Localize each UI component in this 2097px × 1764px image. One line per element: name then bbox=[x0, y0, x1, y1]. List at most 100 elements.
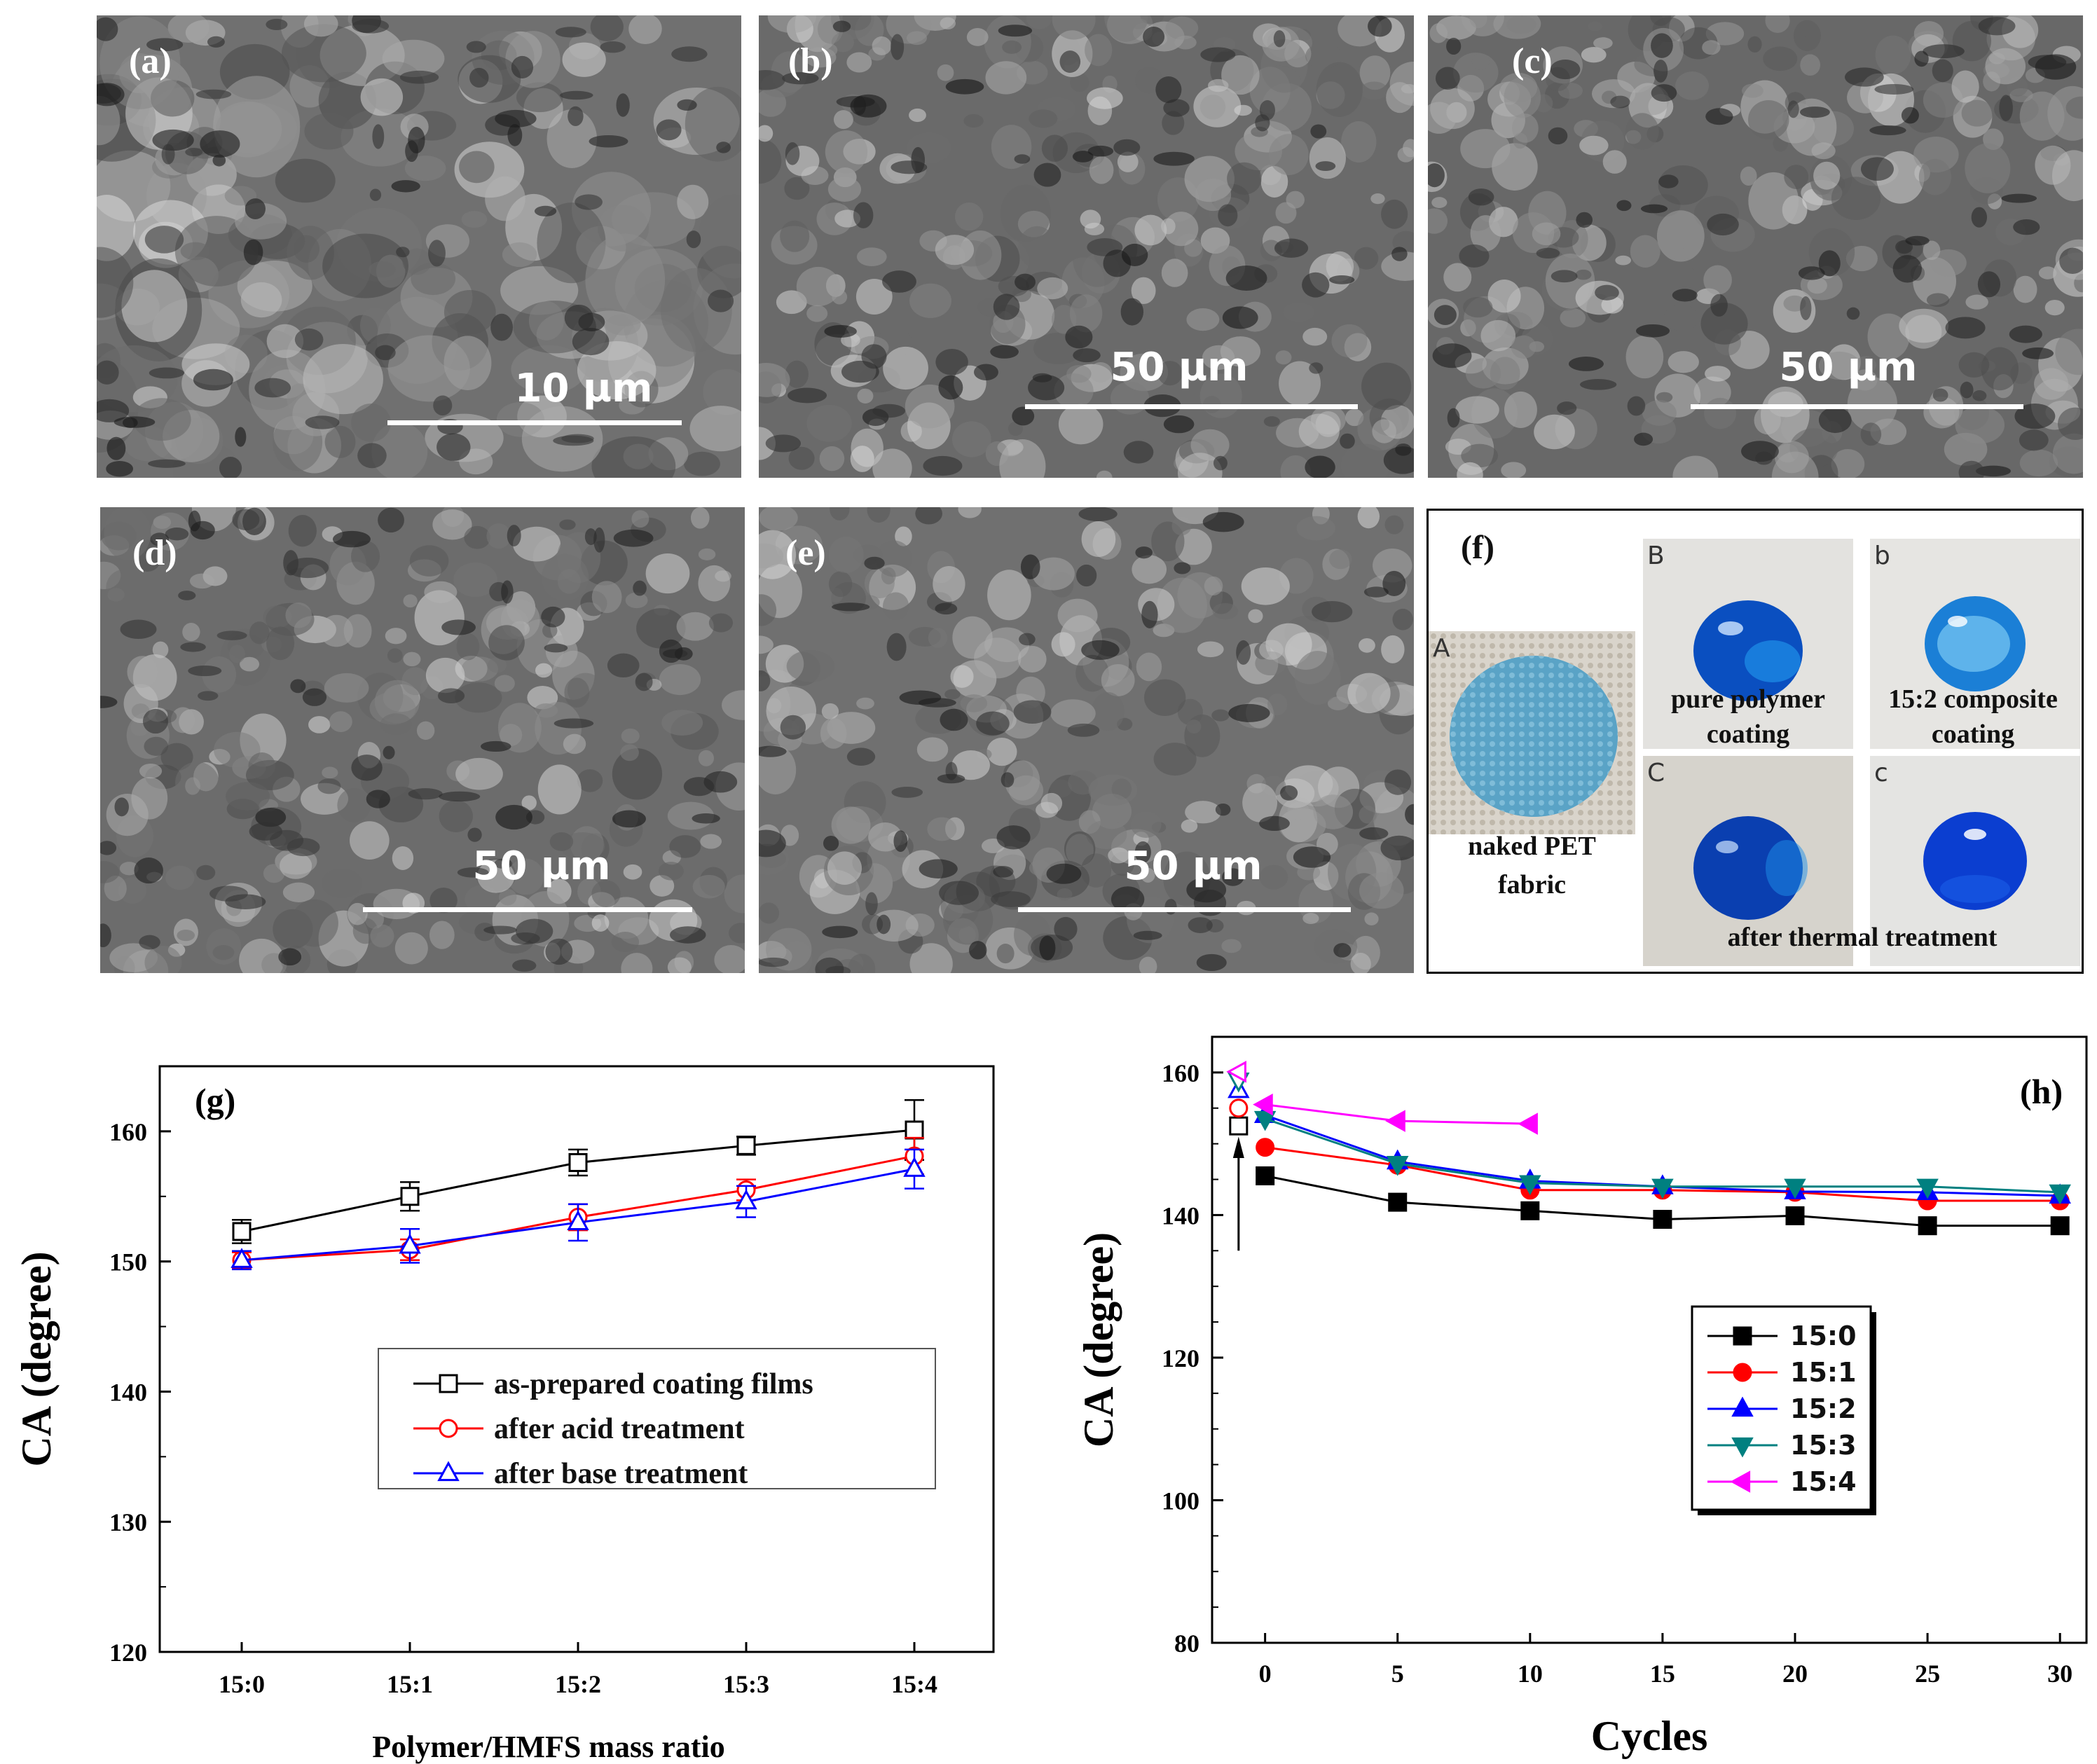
sem-grain bbox=[1754, 406, 1781, 435]
sem-grain bbox=[1429, 23, 1448, 43]
sem-grain bbox=[2019, 449, 2058, 477]
sem-pore bbox=[939, 881, 979, 905]
sem-pore bbox=[134, 857, 163, 884]
sem-grain bbox=[1361, 362, 1412, 411]
sem-grain bbox=[722, 690, 745, 720]
sem-pore bbox=[938, 375, 963, 400]
sem-pore bbox=[572, 327, 610, 356]
sem-grain bbox=[177, 930, 195, 942]
sem-grain bbox=[759, 902, 780, 924]
sem-grain bbox=[620, 744, 639, 762]
sem-pore bbox=[1302, 272, 1330, 298]
legend-marker bbox=[1731, 1437, 1754, 1458]
y-axis-label: CA (degree) bbox=[13, 1251, 60, 1466]
data-point bbox=[1256, 1166, 1275, 1185]
sem-grain bbox=[1460, 129, 1511, 169]
sem-grain bbox=[1064, 831, 1096, 867]
sem-grain bbox=[226, 782, 270, 811]
sem-grain bbox=[1918, 158, 1952, 195]
sem-grain bbox=[549, 832, 574, 851]
sem-grain bbox=[2055, 329, 2083, 375]
sem-grain bbox=[1958, 352, 1990, 378]
x-axis-label: Cycles bbox=[1591, 1713, 1708, 1759]
data-point bbox=[2049, 1184, 2071, 1205]
sem-pore bbox=[1202, 511, 1244, 532]
sem-pore bbox=[357, 443, 387, 469]
sem-pore bbox=[1958, 460, 1985, 478]
sem-grain bbox=[240, 656, 260, 672]
sem-grain bbox=[152, 641, 169, 659]
sem-grain bbox=[951, 750, 990, 780]
series-3 bbox=[1228, 1072, 2071, 1205]
sem-grain bbox=[1177, 453, 1223, 478]
sem-pore bbox=[554, 718, 594, 729]
sem-grain bbox=[444, 289, 496, 335]
sem-grain bbox=[963, 113, 984, 128]
photo-panel-f: (f) A naked PET fabric bbox=[1426, 509, 2084, 974]
sem-grain bbox=[1899, 308, 1949, 343]
sem-pore bbox=[832, 602, 870, 612]
sem-grain bbox=[121, 270, 188, 343]
sem-pore bbox=[993, 866, 1014, 878]
legend-marker bbox=[1731, 1396, 1754, 1417]
sem-grain bbox=[857, 388, 874, 404]
sem-pore bbox=[1945, 317, 1986, 339]
caption-naked-pet-1: naked PET bbox=[1468, 832, 1596, 861]
sem-pore bbox=[919, 859, 958, 878]
sem-grain bbox=[1490, 357, 1520, 390]
sem-grain bbox=[1350, 953, 1371, 973]
sem-grain bbox=[537, 764, 582, 815]
panel-label-b: (b) bbox=[788, 41, 833, 81]
sem-grain bbox=[1965, 143, 2011, 193]
sem-pore bbox=[270, 829, 304, 851]
scale-label-b: 50 µm bbox=[1110, 345, 1249, 390]
sem-pore bbox=[1971, 207, 1988, 228]
sem-grain bbox=[1298, 413, 1340, 449]
legend-label: 15:3 bbox=[1790, 1430, 1857, 1461]
sem-pore bbox=[1280, 785, 1298, 801]
sem-grain bbox=[175, 762, 219, 804]
sem-grain bbox=[97, 247, 134, 318]
sem-pore bbox=[1651, 84, 1677, 102]
sem-pore bbox=[759, 957, 789, 967]
x-tick-label: 25 bbox=[1915, 1660, 1940, 1688]
x-tick-label: 30 bbox=[2047, 1660, 2072, 1688]
sem-grain bbox=[806, 404, 852, 442]
sem-grain bbox=[708, 613, 734, 633]
sem-pore bbox=[207, 36, 225, 48]
y-tick-label: 80 bbox=[1174, 1629, 1199, 1658]
sem-pore bbox=[915, 507, 942, 525]
sem-pore bbox=[544, 643, 568, 653]
sem-grain bbox=[1765, 15, 1790, 33]
sem-pore bbox=[918, 698, 956, 708]
sem-grain bbox=[459, 151, 495, 184]
x-tick-label: 15:0 bbox=[219, 1670, 265, 1698]
sem-grain bbox=[392, 846, 414, 870]
sem-grain bbox=[591, 880, 621, 908]
sem-pore bbox=[990, 345, 1019, 359]
sem-grain bbox=[1771, 451, 1819, 478]
sem-pore bbox=[469, 67, 489, 88]
sem-grain bbox=[867, 507, 891, 523]
data-point bbox=[1519, 1175, 1541, 1196]
sem-pore bbox=[891, 34, 905, 60]
sem-grain bbox=[1087, 87, 1123, 109]
sem-grain bbox=[590, 15, 624, 42]
legend-label: as-prepared coating films bbox=[494, 1368, 813, 1400]
sem-grain bbox=[106, 569, 144, 606]
sem-pore bbox=[1874, 83, 1914, 95]
sem-grain bbox=[1193, 85, 1242, 128]
sem-grain bbox=[645, 553, 690, 594]
sem-grain bbox=[180, 242, 210, 261]
sem-grain bbox=[1211, 709, 1230, 722]
sem-grain bbox=[382, 39, 445, 78]
sem-pore bbox=[437, 688, 465, 704]
sem-grain bbox=[132, 398, 191, 441]
sem-pore bbox=[1432, 343, 1472, 368]
sem-grain bbox=[690, 507, 710, 529]
sem-pore bbox=[864, 556, 885, 570]
sem-pore bbox=[1627, 396, 1646, 416]
sem-grain bbox=[1279, 361, 1321, 406]
sem-grain bbox=[1081, 521, 1116, 557]
sem-grain bbox=[1341, 121, 1377, 163]
